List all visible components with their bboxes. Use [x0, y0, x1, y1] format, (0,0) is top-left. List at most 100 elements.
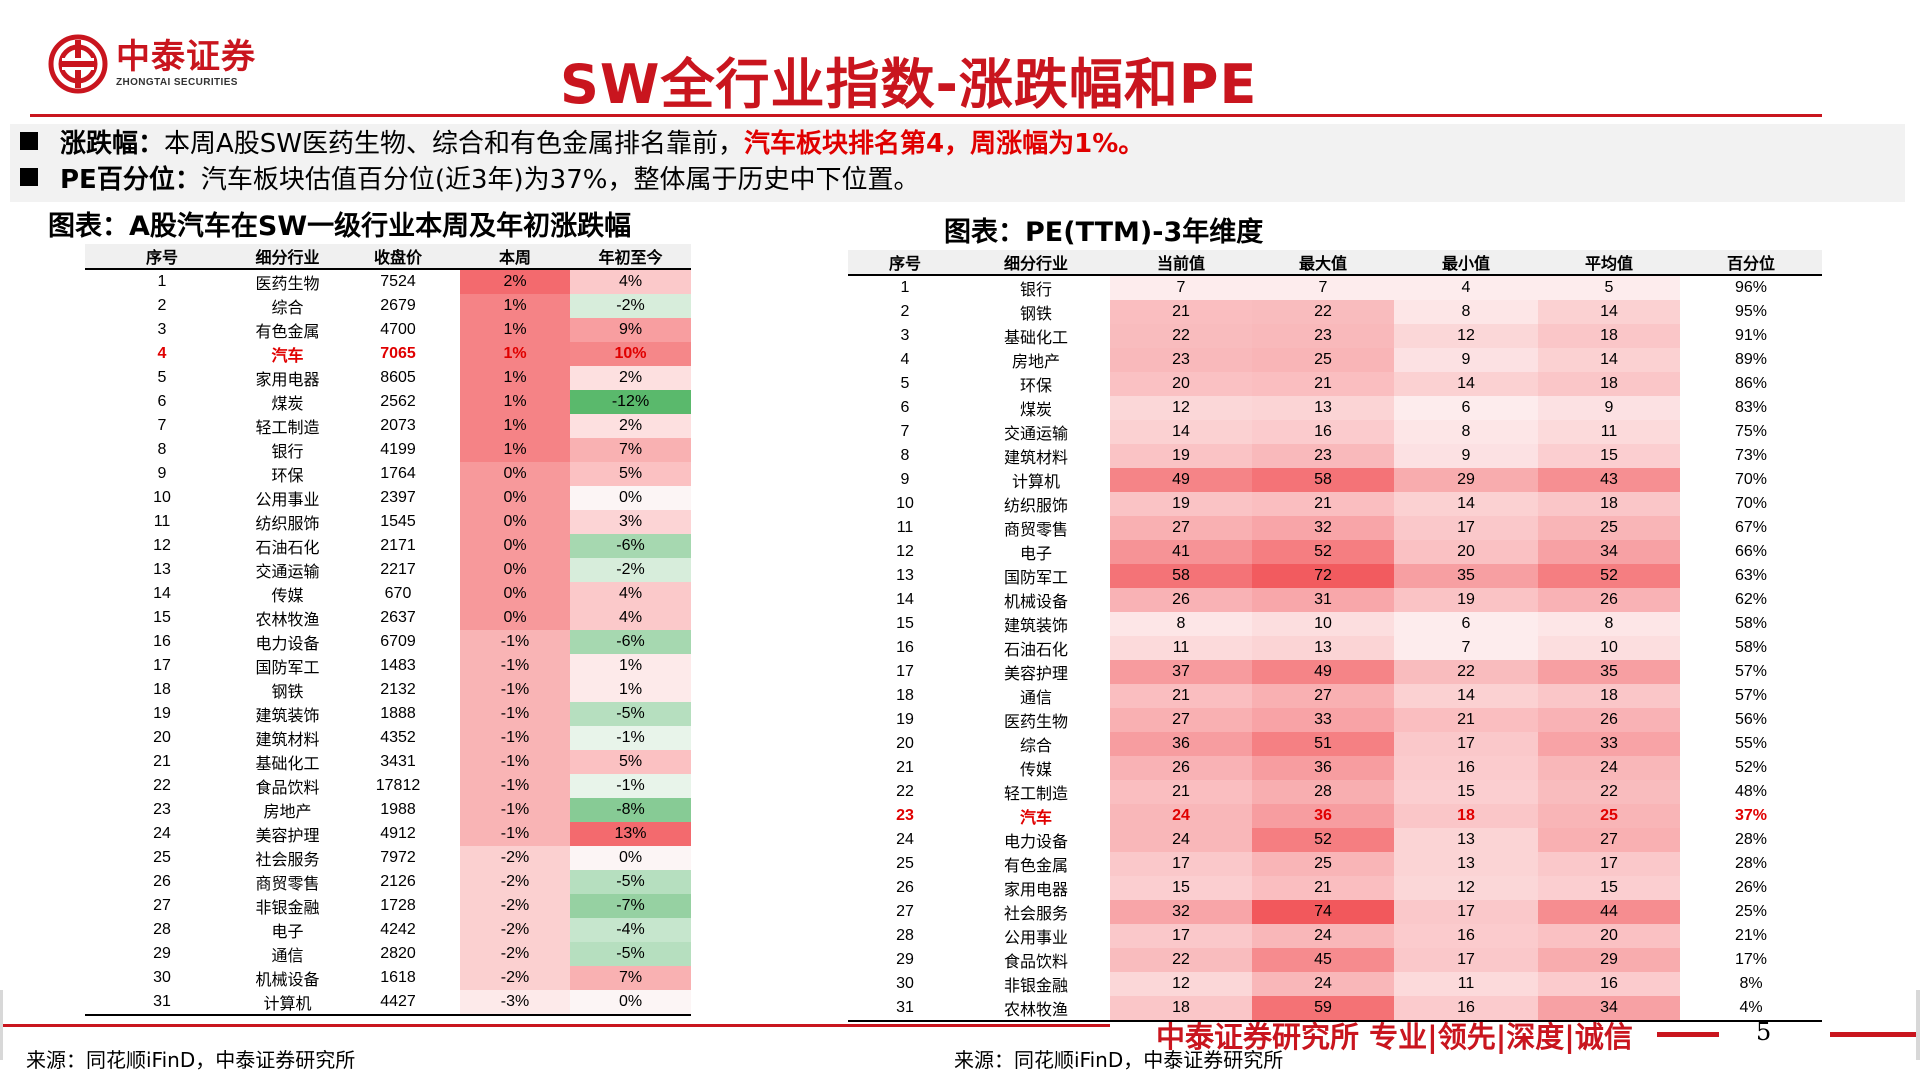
cell-close: 4199	[380, 441, 416, 458]
cell-index: 4	[157, 345, 167, 362]
table-row: 4 房地产 23 25 9 14 89%	[848, 348, 1822, 372]
cell-max: 27	[1252, 684, 1394, 708]
table-row: 10 公用事业 2397 0% 0%	[85, 486, 691, 510]
cell-index: 6	[900, 399, 910, 416]
cell-min: 8	[1394, 300, 1538, 324]
cell-min: 11	[1394, 972, 1538, 996]
cell-close: 2126	[380, 873, 416, 890]
cell-close: 1888	[380, 705, 416, 722]
header-ytd: 年初至今	[570, 244, 691, 270]
table-row: 21 传媒 26 36 16 24 52%	[848, 756, 1822, 780]
cell-min: 19	[1394, 588, 1538, 612]
table-row: 22 轻工制造 21 28 15 22 48%	[848, 780, 1822, 804]
cell-week: 1%	[460, 438, 570, 462]
table-row: 13 交通运输 2217 0% -2%	[85, 558, 691, 582]
cell-industry: 传媒	[1019, 760, 1052, 779]
cell-ytd: 10%	[570, 342, 691, 366]
cell-close: 4912	[380, 825, 416, 842]
cell-min: 14	[1394, 372, 1538, 396]
cell-industry: 美容护理	[255, 826, 320, 845]
cell-percentile: 58%	[1734, 615, 1768, 632]
table-header-row: 序号 细分行业 收盘价 本周 年初至今	[85, 244, 691, 270]
table-row: 29 食品饮料 22 45 17 29 17%	[848, 948, 1822, 972]
cell-current: 37	[1110, 660, 1252, 684]
industry-change-table: 序号 细分行业 收盘价 本周 年初至今 1 医药生物 7524 2% 4% 2 综合 2679 1% -2…	[85, 244, 691, 1016]
cell-min: 7	[1394, 636, 1538, 660]
cell-ytd: 2%	[570, 414, 691, 438]
cell-week: 1%	[460, 318, 570, 342]
cell-close: 4242	[380, 921, 416, 938]
cell-industry: 石油石化	[1003, 640, 1068, 659]
cell-industry: 电力设备	[255, 634, 320, 653]
cell-industry: 国防军工	[1003, 568, 1068, 587]
logo-english-name: ZHONGTAI SECURITIES	[116, 77, 238, 88]
header-industry: 细分行业	[962, 250, 1110, 276]
cell-max: 13	[1252, 636, 1394, 660]
cell-index: 26	[896, 879, 914, 896]
bullet-square-icon	[20, 168, 38, 186]
cell-max: 31	[1252, 588, 1394, 612]
table-row: 3 有色金属 4700 1% 9%	[85, 318, 691, 342]
cell-week: 0%	[460, 606, 570, 630]
cell-percentile: 26%	[1734, 879, 1768, 896]
table-row: 9 环保 1764 0% 5%	[85, 462, 691, 486]
cell-min: 17	[1394, 516, 1538, 540]
cell-industry: 纺织服饰	[255, 514, 320, 533]
cell-week: -2%	[460, 894, 570, 918]
cell-index: 24	[896, 831, 914, 848]
cell-percentile: 70%	[1734, 471, 1768, 488]
bullet-text: 本周A股SW医药生物、综合和有色金属排名靠前，	[164, 129, 745, 159]
bullet-change: 涨跌幅：本周A股SW医药生物、综合和有色金属排名靠前，汽车板块排名第4，周涨幅为…	[20, 126, 1144, 162]
cell-max: 45	[1252, 948, 1394, 972]
cell-min: 22	[1394, 660, 1538, 684]
table-row: 20 建筑材料 4352 -1% -1%	[85, 726, 691, 750]
cell-industry: 有色金属	[1003, 856, 1068, 875]
cell-industry: 综合	[1019, 736, 1052, 755]
cell-industry: 钢铁	[1019, 304, 1052, 323]
cell-industry: 交通运输	[255, 562, 320, 581]
cell-min: 6	[1394, 396, 1538, 420]
cell-mean: 5	[1538, 275, 1680, 300]
header-mean: 平均值	[1538, 250, 1680, 276]
cell-industry: 农林牧渔	[962, 996, 1110, 1022]
cell-max: 72	[1252, 564, 1394, 588]
cell-min: 16	[1394, 756, 1538, 780]
cell-percentile: 66%	[1734, 543, 1768, 560]
cell-percentile: 57%	[1734, 663, 1768, 680]
cell-max: 33	[1252, 708, 1394, 732]
cell-index: 20	[153, 729, 171, 746]
cell-current: 15	[1110, 876, 1252, 900]
cell-percentile: 67%	[1734, 519, 1768, 536]
cell-week: 1%	[460, 366, 570, 390]
table-row: 5 环保 20 21 14 18 86%	[848, 372, 1822, 396]
bullet-square-icon	[20, 132, 38, 150]
table-row: 7 轻工制造 2073 1% 2%	[85, 414, 691, 438]
cell-industry: 机械设备	[255, 970, 320, 989]
cell-min: 9	[1394, 348, 1538, 372]
cell-index: 17	[153, 657, 171, 674]
cell-index: 10	[896, 495, 914, 512]
cell-industry: 通信	[1019, 688, 1052, 707]
cell-ytd: 7%	[570, 438, 691, 462]
cell-week: -1%	[460, 630, 570, 654]
cell-index: 12	[896, 543, 914, 560]
cell-index: 5	[900, 375, 910, 392]
cell-close: 1545	[380, 513, 416, 530]
cell-week: -1%	[460, 654, 570, 678]
cell-ytd: -2%	[570, 558, 691, 582]
cell-current: 14	[1110, 420, 1252, 444]
cell-industry: 家用电器	[255, 370, 320, 389]
cell-current: 21	[1110, 300, 1252, 324]
bullet-label: PE百分位：	[60, 165, 201, 195]
cell-close: 670	[384, 585, 412, 602]
table-row: 14 机械设备 26 31 19 26 62%	[848, 588, 1822, 612]
table-row: 16 电力设备 6709 -1% -6%	[85, 630, 691, 654]
cell-index: 18	[153, 681, 171, 698]
cell-week: -2%	[460, 942, 570, 966]
cell-ytd: -7%	[570, 894, 691, 918]
cell-percentile: 70%	[1734, 495, 1768, 512]
header-max: 最大值	[1252, 250, 1394, 276]
cell-industry: 建筑材料	[1003, 448, 1068, 467]
cell-min: 8	[1394, 420, 1538, 444]
cell-min: 15	[1394, 780, 1538, 804]
